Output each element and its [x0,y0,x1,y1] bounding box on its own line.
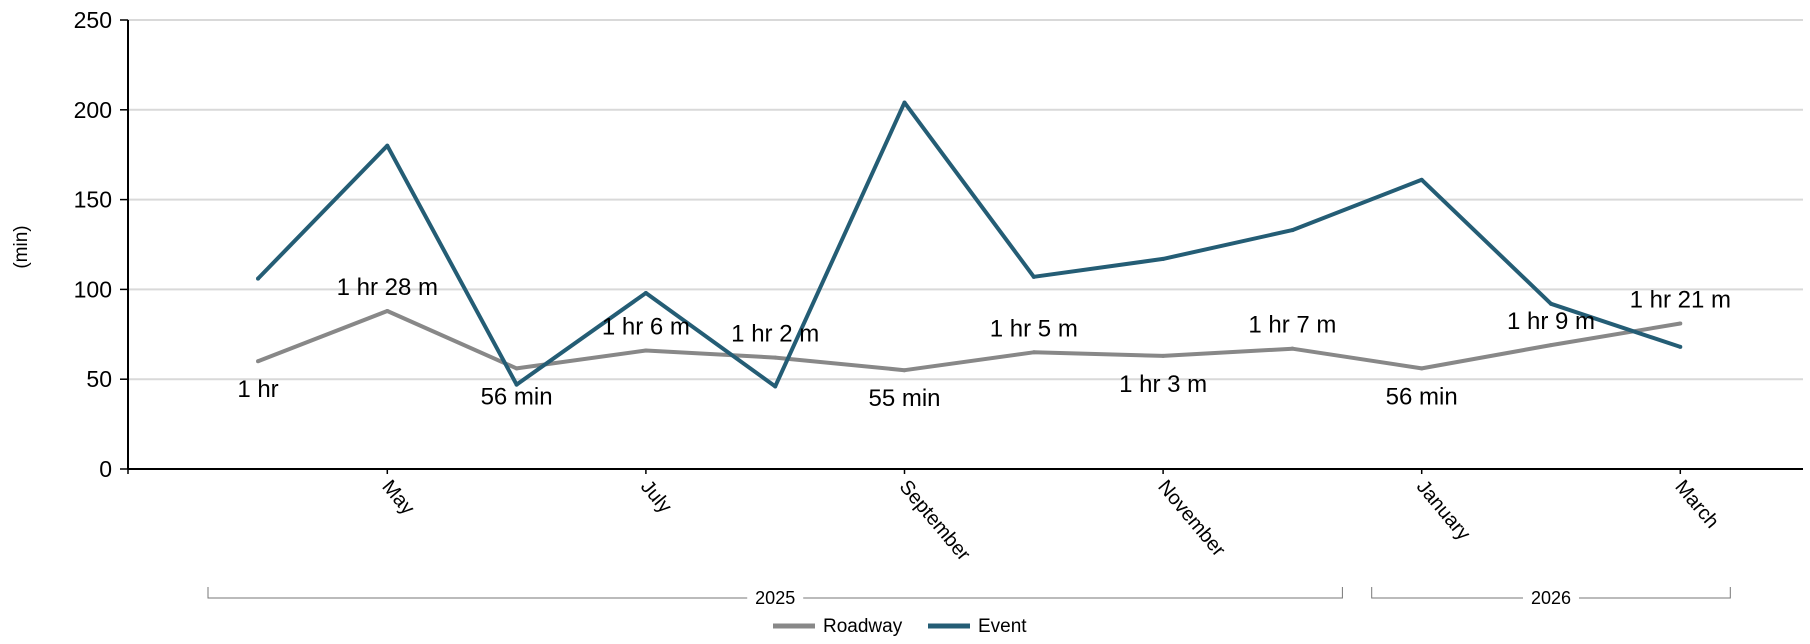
data-point-event [1031,274,1036,279]
gridlines [128,19,1803,381]
data-point-event [643,290,648,295]
series-line-event [256,100,1681,389]
data-point-roadway [514,366,519,371]
data-point-event [514,382,519,387]
data-point-event [385,143,390,148]
data-point-roadway [256,359,260,364]
y-tick-label: 0 [99,456,112,482]
year-bracket [207,587,1343,599]
x-tick-label: January [1412,476,1475,545]
legend-label-event: Event [978,616,1027,637]
data-point-event [773,384,778,389]
data-label: 1 hr 5 m [990,315,1078,342]
data-point-roadway [1549,343,1553,348]
data-point-event [902,100,907,105]
data-point-roadway [1031,350,1036,355]
year-label: 2026 [1531,588,1571,608]
y-tick-label: 150 [74,187,112,213]
data-point-roadway [1161,353,1166,358]
data-point-roadway [773,355,778,360]
data-point-event [1549,301,1553,306]
data-point-roadway [643,348,648,353]
data-label: 55 min [868,385,940,412]
y-tick-label: 50 [86,366,112,392]
year-bracket [1371,587,1731,599]
data-label: 1 hr 7 m [1248,312,1336,339]
data-label: 1 hr 21 m [1630,287,1731,314]
data-point-event [1161,256,1166,261]
data-point-roadway [1419,366,1424,371]
series-lines [256,100,1683,389]
data-label: 1 hr 3 m [1119,371,1207,398]
data-point-roadway [902,368,907,373]
data-label: 1 hr 2 m [731,321,819,348]
series-line-roadway [257,309,1681,373]
year-label: 2025 [755,588,795,608]
data-point-event [1419,177,1424,182]
data-label: 1 hr [237,376,278,403]
y-axis-label: (min) [11,225,32,268]
legend: Roadway Event [773,616,1027,637]
data-point-event [1678,344,1683,349]
data-point-event [1290,228,1295,233]
data-labels: 1 hr 1 hr 28 m 56 min 1 hr 6 m 1 hr 2 m 55 mi… [237,274,1731,412]
data-label: 56 min [481,383,553,410]
x-axis: May July September November January March [127,468,1803,565]
data-label: 1 hr 6 m [602,313,690,340]
year-groups: 2025 2026 [207,587,1731,608]
y-tick-label: 250 [74,7,112,33]
y-axis: 0 50 100 150 200 250 [74,7,129,482]
data-label: 1 hr 9 m [1507,308,1595,335]
x-tick-label: September [895,476,975,565]
data-label: 1 hr 28 m [337,274,438,301]
data-point-roadway [385,308,390,313]
x-tick-label: March [1670,476,1723,533]
x-tick-label: May [377,476,418,519]
x-tick-label: November [1153,476,1229,561]
data-label: 56 min [1386,383,1458,410]
data-point-event [256,276,260,281]
x-tick-label: July [636,476,676,517]
y-tick-label: 100 [74,276,112,302]
data-point-roadway [1678,321,1683,326]
y-tick-label: 200 [74,97,112,123]
legend-label-roadway: Roadway [823,616,903,637]
data-point-roadway [1290,346,1295,351]
